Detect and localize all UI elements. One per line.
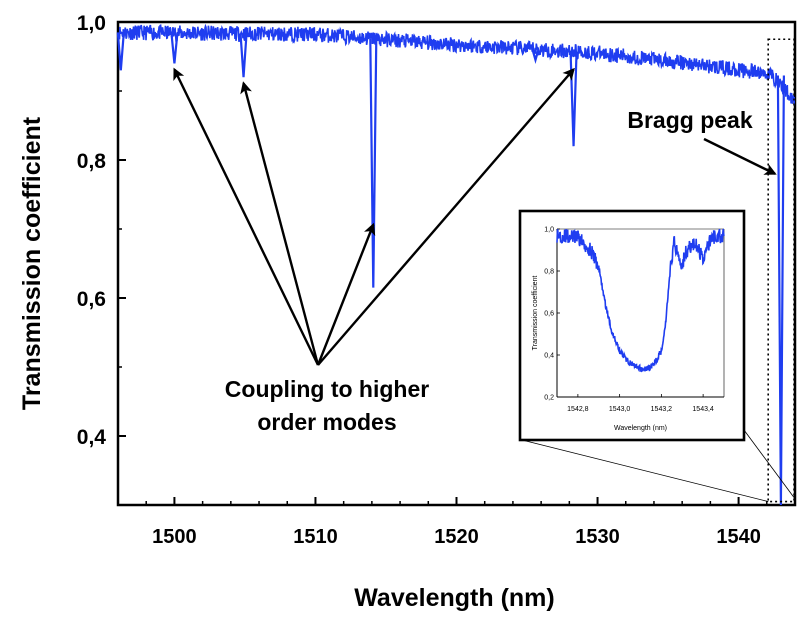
coupling-arrow	[317, 67, 575, 366]
dip-mark	[531, 49, 540, 64]
coupling-label: Coupling to higher order modes	[225, 376, 429, 435]
y-axis-title: Transmission coefficient	[18, 116, 46, 410]
inset-y-axis-title: Transmission coefficient	[532, 276, 539, 351]
x-tick-label: 1500	[152, 526, 197, 548]
coupling-arrow	[316, 222, 376, 366]
inset-y-tick-label: 0,6	[544, 311, 554, 318]
inset-y-tick-label: 0,2	[544, 395, 554, 402]
dip-mark	[369, 38, 378, 288]
bragg-peak-label: Bragg peak	[627, 107, 752, 133]
x-tick-label: 1510	[293, 526, 338, 548]
inset-x-tick-label: 1543,2	[651, 406, 673, 413]
inset-x-tick-label: 1543,4	[692, 406, 714, 413]
inset-x-axis-title: Wavelength (nm)	[614, 425, 667, 432]
dip-mark	[170, 32, 179, 64]
dip-mark	[116, 32, 125, 71]
zoom-region-box	[767, 38, 795, 503]
coupling-arrow	[173, 67, 320, 366]
x-tick-label: 1540	[716, 526, 761, 548]
coupling-label-line: Coupling to higher	[225, 376, 429, 402]
x-tick-label: 1520	[434, 526, 479, 548]
bragg-peak-arrow	[703, 137, 777, 175]
inset-plot: 0,2 0,4 0,6 0,8 1,0 1542,8 1543,0 1543,2 1543,4 W…	[518, 209, 795, 502]
y-tick-label: 1,0	[77, 12, 106, 35]
coupling-arrow	[240, 81, 320, 366]
inset-connector	[743, 429, 795, 498]
coupling-label-line: order modes	[257, 409, 396, 435]
dip-mark	[776, 75, 785, 506]
inset-x-tick-label: 1543,0	[609, 406, 631, 413]
dip-mark	[569, 51, 578, 147]
x-axis-title: Wavelength (nm)	[354, 584, 554, 612]
x-tick-label: 1530	[575, 526, 620, 548]
annotations: Bragg peak Coupling to higher order modes	[173, 67, 777, 435]
inset-x-tick-label: 1542,8	[567, 406, 589, 413]
y-tick-label: 0,6	[77, 288, 106, 311]
inset-y-tick-label: 0,4	[544, 353, 554, 360]
y-tick-label: 0,4	[77, 426, 107, 449]
inset-transmission-series	[556, 228, 725, 373]
dip-mark	[239, 33, 248, 78]
y-tick-label: 0,8	[77, 150, 107, 173]
main-plot: 1500 1510 1520 1530 1540 0,4 0,6 0,8 1,0 Waveleng…	[18, 12, 797, 612]
inset-y-tick-label: 1,0	[544, 227, 554, 234]
inset-connector	[521, 439, 769, 502]
inset-y-tick-label: 0,8	[544, 269, 554, 276]
transmission-series	[118, 23, 795, 106]
